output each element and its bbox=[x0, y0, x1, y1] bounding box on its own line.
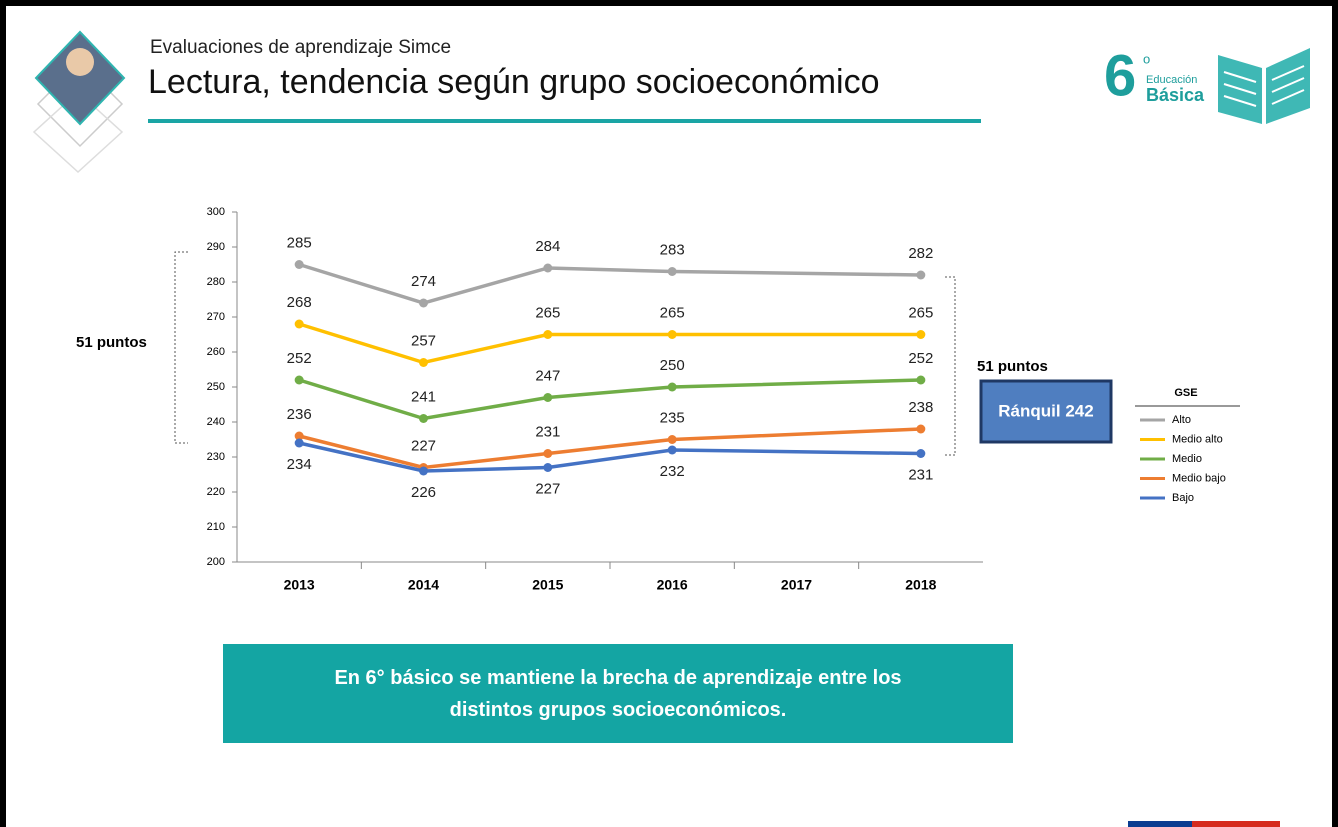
data-label: 268 bbox=[287, 294, 312, 311]
photo-decoration bbox=[32, 30, 126, 174]
annotation: 51 puntos bbox=[76, 334, 147, 351]
data-label: 235 bbox=[660, 409, 685, 426]
point bbox=[916, 270, 926, 280]
data-label: 236 bbox=[287, 406, 312, 423]
highlight-box bbox=[979, 379, 1113, 444]
banner: En 6° básico se mantiene la brecha de ap… bbox=[223, 644, 1013, 743]
legend-label: Alto bbox=[1172, 414, 1191, 426]
data-label: 274 bbox=[411, 273, 436, 290]
legend-label: Medio bbox=[1172, 453, 1202, 465]
series-line bbox=[298, 427, 921, 470]
point bbox=[667, 267, 677, 276]
point bbox=[916, 375, 926, 385]
data-label: 265 bbox=[535, 304, 560, 321]
y-tick-label: 250 bbox=[207, 381, 225, 393]
data-label: 252 bbox=[908, 350, 933, 367]
point bbox=[294, 438, 304, 448]
data-label: 282 bbox=[908, 245, 933, 262]
data-label: 247 bbox=[535, 367, 560, 384]
series-line bbox=[298, 378, 921, 421]
banner-text: En 6° básico se mantiene la brecha de ap… bbox=[334, 666, 902, 721]
annotation: 51 puntos bbox=[977, 358, 1048, 375]
point bbox=[419, 414, 428, 423]
data-label: 227 bbox=[411, 437, 436, 454]
data-label: 227 bbox=[535, 480, 560, 497]
subtitle: Evaluaciones de aprendizaje Simce bbox=[150, 37, 451, 58]
x-tick-label: 2013 bbox=[284, 577, 315, 593]
point bbox=[543, 393, 553, 402]
series-line bbox=[298, 262, 921, 305]
y-tick-label: 240 bbox=[207, 416, 225, 428]
data-label: 238 bbox=[908, 399, 933, 416]
point bbox=[419, 466, 428, 476]
logo-degree: o bbox=[1143, 51, 1150, 66]
legend-label: Medio alto bbox=[1172, 433, 1223, 445]
y-tick-label: 260 bbox=[207, 346, 225, 358]
data-label: 284 bbox=[535, 238, 560, 255]
flag-stripe bbox=[1128, 821, 1192, 827]
point bbox=[294, 260, 304, 269]
data-label: 285 bbox=[287, 234, 312, 251]
y-tick-label: 210 bbox=[207, 521, 225, 533]
data-label: 232 bbox=[660, 463, 685, 480]
data-label: 283 bbox=[660, 241, 685, 258]
data-label: 231 bbox=[535, 423, 560, 440]
logo-line2: Básica bbox=[1146, 85, 1205, 105]
logo-book bbox=[1218, 48, 1310, 124]
point bbox=[419, 358, 428, 367]
point bbox=[543, 330, 553, 339]
data-label: 250 bbox=[660, 357, 685, 374]
point bbox=[916, 449, 926, 458]
logo-number: 6 bbox=[1104, 43, 1136, 108]
x-tick-label: 2015 bbox=[532, 577, 563, 593]
legend-label: Medio bajo bbox=[1172, 472, 1226, 484]
flag-stripe bbox=[1192, 821, 1280, 827]
point bbox=[916, 424, 926, 434]
data-label: 252 bbox=[287, 350, 312, 367]
data-label: 265 bbox=[660, 304, 685, 321]
y-tick-label: 300 bbox=[207, 206, 225, 218]
title: Lectura, tendencia según grupo socioecon… bbox=[148, 63, 879, 101]
point bbox=[667, 330, 677, 339]
y-tick-label: 280 bbox=[207, 276, 225, 288]
x-tick-label: 2014 bbox=[408, 577, 439, 593]
series-line bbox=[298, 322, 921, 365]
x-tick-label: 2017 bbox=[781, 577, 812, 593]
legend-label: Bajo bbox=[1172, 492, 1194, 504]
point bbox=[294, 431, 304, 441]
point bbox=[667, 435, 677, 444]
legend-title: GSE bbox=[1174, 387, 1197, 399]
point bbox=[543, 263, 553, 273]
data-label: 257 bbox=[411, 332, 436, 349]
y-tick-label: 220 bbox=[207, 486, 225, 498]
point bbox=[294, 319, 304, 329]
logo-line1: Educación bbox=[1146, 74, 1197, 86]
point bbox=[667, 382, 677, 392]
y-tick-label: 200 bbox=[207, 556, 225, 568]
data-label: 234 bbox=[287, 456, 312, 473]
x-tick-label: 2016 bbox=[657, 577, 688, 593]
data-label: 265 bbox=[908, 304, 933, 321]
data-label: 231 bbox=[908, 466, 933, 483]
y-tick-label: 290 bbox=[207, 241, 225, 253]
point bbox=[667, 445, 677, 455]
data-label: 241 bbox=[411, 388, 436, 405]
point bbox=[294, 375, 304, 385]
point bbox=[419, 298, 428, 308]
point bbox=[543, 463, 553, 472]
point bbox=[916, 330, 926, 339]
title-rule bbox=[148, 119, 981, 123]
y-tick-label: 230 bbox=[207, 451, 225, 463]
data-label: 226 bbox=[411, 484, 436, 501]
brackets bbox=[174, 251, 956, 456]
point bbox=[543, 449, 553, 458]
y-tick-label: 270 bbox=[207, 311, 225, 323]
x-tick-label: 2018 bbox=[905, 577, 936, 593]
annotation: Ránquil 242 bbox=[998, 401, 1093, 420]
